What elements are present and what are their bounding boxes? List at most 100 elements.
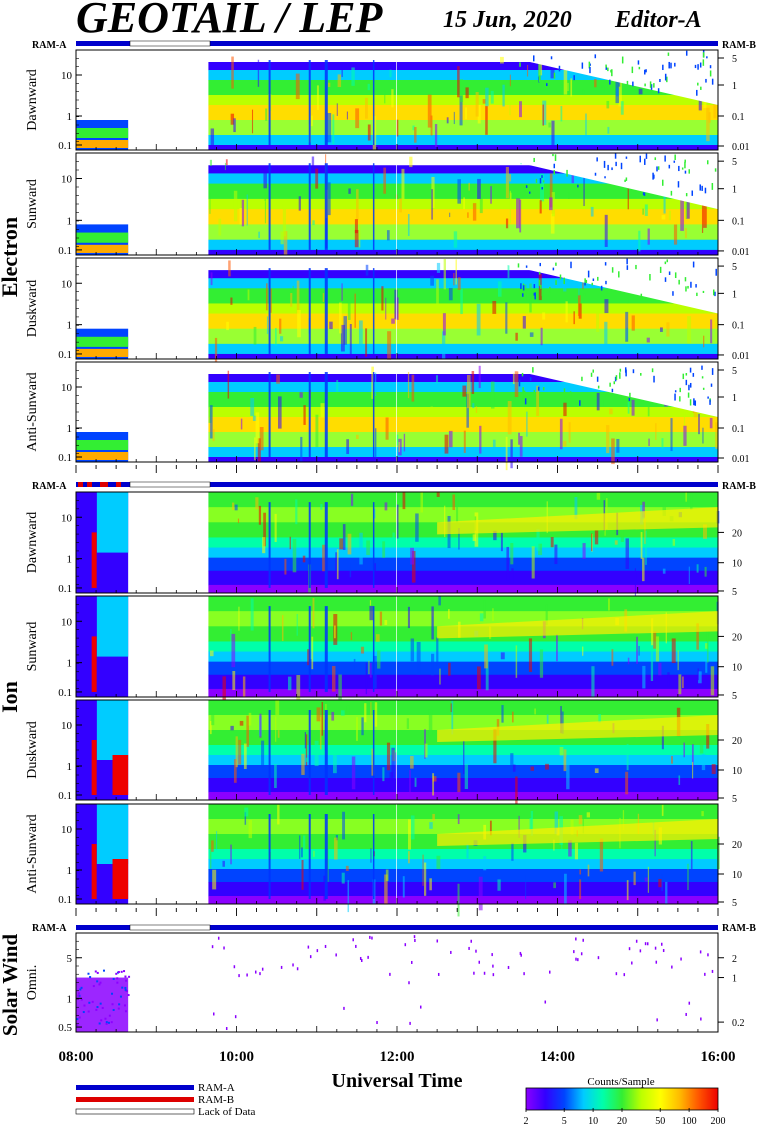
solar-wind-point bbox=[124, 986, 127, 989]
spectrogram-texture bbox=[309, 115, 313, 127]
spectrogram-texture bbox=[239, 207, 242, 225]
spectrogram-gap-line bbox=[396, 50, 397, 150]
spectrogram-texture bbox=[685, 199, 687, 220]
spectrogram-texture bbox=[579, 869, 582, 875]
spectrogram-band bbox=[208, 239, 718, 251]
spectrogram-texture bbox=[625, 771, 629, 795]
spectrogram-texture bbox=[331, 711, 335, 721]
spectrogram-texture bbox=[497, 281, 502, 297]
solar-wind-point bbox=[707, 953, 709, 957]
spectrogram-texture bbox=[475, 406, 478, 413]
spectrogram-texture bbox=[538, 52, 541, 83]
spectrogram-texture bbox=[410, 638, 415, 662]
spectrogram-band bbox=[208, 353, 718, 360]
solar-wind-point bbox=[125, 979, 128, 982]
spectrogram-texture bbox=[597, 385, 600, 389]
spectrogram-texture bbox=[596, 376, 599, 382]
spectrogram-texture bbox=[551, 192, 555, 217]
solar-wind-point bbox=[662, 949, 665, 953]
spectrogram-texture bbox=[689, 367, 692, 373]
spectrogram-texture bbox=[606, 100, 610, 109]
y-tick-label-right: 0.1 bbox=[732, 321, 745, 332]
spectrogram-texture bbox=[387, 331, 392, 360]
spectrogram-texture bbox=[659, 266, 662, 273]
spectrogram-texture bbox=[345, 865, 349, 871]
spectrogram-texture bbox=[687, 285, 689, 289]
spectrogram-band bbox=[208, 417, 718, 433]
spectrogram-band bbox=[208, 278, 718, 289]
spectrogram-texture bbox=[525, 875, 527, 900]
solar-wind-point bbox=[116, 981, 119, 984]
spectrogram-texture bbox=[340, 710, 345, 716]
spectrogram-dip bbox=[372, 163, 375, 250]
spectrogram-texture bbox=[533, 55, 535, 62]
spectrogram-texture bbox=[212, 429, 215, 442]
spectrogram-texture bbox=[625, 538, 629, 569]
solar-wind-point bbox=[575, 937, 577, 941]
y-tick-label-right: 5 bbox=[732, 54, 737, 65]
spectrogram-band bbox=[208, 183, 718, 200]
spectrogram-texture bbox=[280, 336, 284, 342]
spectrogram-band bbox=[208, 869, 718, 883]
spectrogram-texture bbox=[332, 114, 335, 145]
spectrogram-texture bbox=[706, 723, 710, 749]
colorbar-tick-label: 2 bbox=[524, 1116, 529, 1127]
spectrogram-texture bbox=[371, 366, 374, 399]
spectrogram-texture bbox=[315, 168, 319, 189]
panel-label: Anti-Sunward bbox=[25, 372, 40, 451]
spectrogram-texture bbox=[235, 736, 238, 768]
spectrogram-texture bbox=[637, 60, 640, 65]
spectrogram-texture bbox=[594, 172, 597, 176]
spectrogram-texture bbox=[654, 157, 657, 161]
spectrogram-texture bbox=[414, 127, 417, 143]
spectrogram-dip bbox=[324, 606, 328, 692]
spectrogram-texture bbox=[231, 633, 236, 668]
spectrogram-texture bbox=[661, 725, 664, 750]
spectrogram-texture bbox=[392, 532, 395, 546]
colorbar-tick-label: 100 bbox=[682, 1116, 697, 1127]
spectrogram-texture bbox=[611, 388, 614, 393]
spectrogram-texture bbox=[398, 438, 402, 456]
solar-wind-point bbox=[100, 1019, 103, 1022]
spectrogram-band bbox=[208, 328, 718, 345]
spectrogram-texture bbox=[349, 563, 352, 578]
solar-wind-point bbox=[87, 1010, 90, 1013]
spectrogram-texture bbox=[371, 748, 375, 776]
spectrogram-texture bbox=[699, 739, 704, 754]
y-tick-label-left: 0.1 bbox=[58, 245, 72, 257]
spectrogram-band bbox=[208, 288, 718, 304]
y-tick-label-left: 1 bbox=[67, 761, 73, 773]
spectrogram-texture bbox=[350, 493, 354, 506]
spectrogram-texture bbox=[517, 263, 520, 268]
spectrogram-band bbox=[208, 661, 718, 676]
spectrogram-texture bbox=[476, 303, 481, 336]
spectrogram-texture bbox=[679, 387, 681, 393]
spectrogram-texture bbox=[689, 399, 692, 406]
spectrogram-texture bbox=[574, 842, 579, 860]
spectrogram-band bbox=[208, 173, 718, 185]
spectrogram-texture bbox=[626, 80, 629, 86]
spectrogram-texture bbox=[277, 730, 280, 738]
spectrogram-texture bbox=[570, 78, 573, 97]
spectrogram-texture bbox=[406, 718, 409, 729]
spectrogram-dip bbox=[324, 372, 328, 457]
spectrogram-texture bbox=[561, 840, 563, 860]
spectrogram-texture bbox=[705, 643, 708, 649]
spectrogram-texture bbox=[284, 558, 287, 575]
spectrogram-texture bbox=[414, 777, 417, 787]
spectrogram-texture bbox=[541, 289, 544, 297]
spectrogram-texture bbox=[263, 512, 266, 547]
spectrogram-texture bbox=[672, 291, 674, 296]
spectrogram-texture bbox=[261, 740, 265, 768]
spectrogram-texture bbox=[649, 81, 652, 88]
spectrogram-texture bbox=[415, 513, 419, 542]
y-tick-label-right: 5 bbox=[732, 794, 737, 805]
spectrogram-texture bbox=[711, 182, 714, 190]
spectrogram-texture bbox=[501, 705, 504, 723]
spectrogram-texture bbox=[505, 436, 508, 471]
spectrogram-texture bbox=[559, 418, 563, 450]
spectrogram-texture bbox=[444, 434, 449, 454]
spectrogram-band bbox=[208, 249, 718, 256]
spectrogram-texture bbox=[542, 104, 544, 126]
y-tick-label-left: 10 bbox=[61, 720, 73, 732]
